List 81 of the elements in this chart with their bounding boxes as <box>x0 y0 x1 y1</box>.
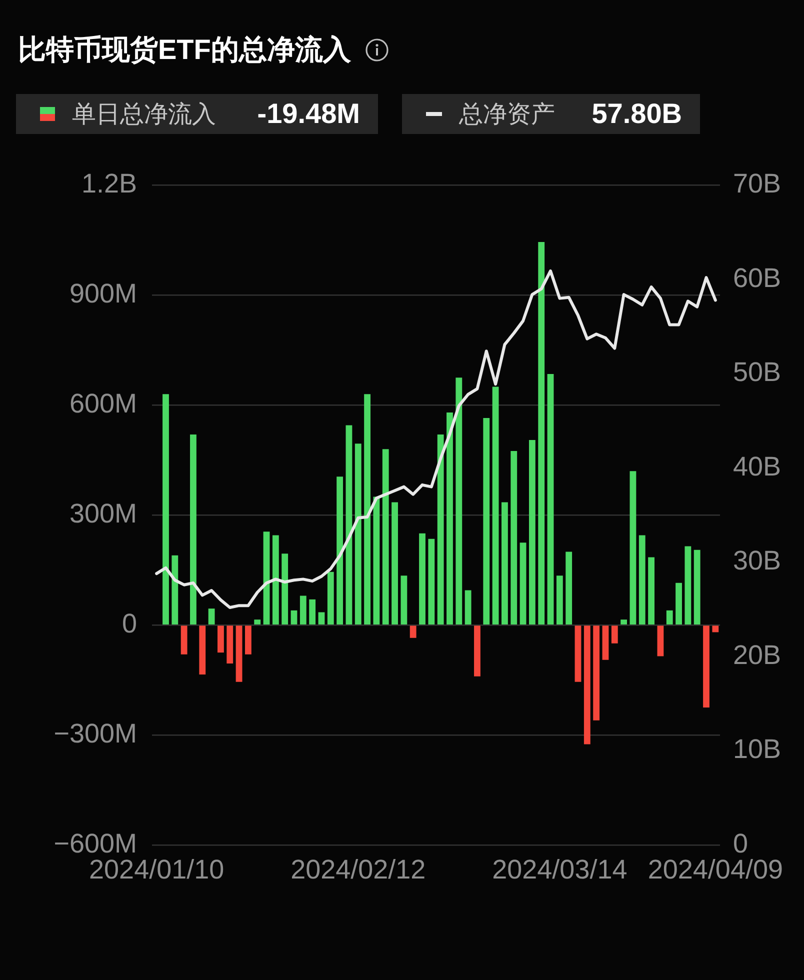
bar <box>620 620 628 624</box>
bar <box>336 476 344 624</box>
bar <box>244 626 252 654</box>
bar <box>236 626 242 682</box>
bar <box>602 626 609 660</box>
bar <box>657 626 664 656</box>
y2-tick-label: 10B <box>733 734 782 764</box>
bar <box>282 554 288 624</box>
bar <box>318 612 325 624</box>
bar <box>676 582 682 624</box>
y-tick-label: 600M <box>69 388 137 419</box>
y2-tick-label: 20B <box>733 640 782 670</box>
bar <box>566 552 572 624</box>
bar <box>611 626 618 644</box>
bar <box>400 576 408 624</box>
bar <box>474 626 480 676</box>
y2-tick-label: 30B <box>733 546 782 576</box>
bar <box>684 546 692 624</box>
bar <box>712 626 719 632</box>
bar <box>446 412 453 624</box>
bar <box>419 533 426 624</box>
bar <box>648 557 654 624</box>
y2-tick-label: 50B <box>733 357 782 388</box>
bar <box>584 626 590 744</box>
bar <box>638 535 646 624</box>
bar <box>520 542 526 624</box>
bar <box>556 576 563 624</box>
y-tick-label: 0 <box>122 608 137 639</box>
bar <box>666 610 673 624</box>
legend-label: 总净资产 <box>459 100 555 130</box>
bar <box>226 626 234 664</box>
bar <box>364 394 370 624</box>
bar <box>492 386 499 624</box>
bar <box>510 450 518 624</box>
y2-tick-label: 60B <box>733 262 782 293</box>
bar <box>172 555 178 624</box>
y-tick-label: 300M <box>69 498 137 529</box>
bar <box>502 502 508 624</box>
bar <box>528 440 536 624</box>
y2-tick-label: 70B <box>733 168 782 199</box>
text: -19.48M <box>257 98 360 130</box>
bar <box>410 626 416 638</box>
bar <box>354 444 362 624</box>
bar <box>483 418 490 624</box>
bar <box>290 610 298 624</box>
y-tick-label: −300M <box>54 718 137 748</box>
bar <box>327 572 334 624</box>
bar <box>199 626 206 675</box>
bar <box>547 374 554 624</box>
bar <box>190 434 196 624</box>
legend-label: 单日总净流入 <box>72 100 216 130</box>
bar <box>703 626 710 708</box>
x-tick-label: 2024/02/12 <box>290 854 426 885</box>
bar <box>437 434 444 624</box>
bar <box>630 471 636 624</box>
bar <box>208 608 215 624</box>
bar <box>428 538 435 624</box>
chart-title: 比特币现货ETF的总净流入 <box>18 33 351 67</box>
bar <box>464 590 472 624</box>
bar <box>346 425 352 624</box>
x-tick-label: 2024/03/14 <box>492 854 628 885</box>
bar <box>382 449 389 624</box>
bar <box>162 394 169 624</box>
bar <box>218 626 224 653</box>
bar <box>180 626 188 654</box>
y-tick-label: 1.2B <box>81 168 137 199</box>
bar <box>263 532 270 624</box>
bar <box>593 626 600 720</box>
bar <box>392 502 398 624</box>
bar <box>538 242 545 624</box>
bar <box>309 599 316 624</box>
y2-tick-label: 40B <box>733 451 782 482</box>
bar <box>300 596 306 624</box>
bar <box>694 550 700 624</box>
bar <box>456 378 462 624</box>
y-tick-label: 900M <box>69 278 137 309</box>
bar <box>272 535 279 624</box>
bar <box>254 620 261 624</box>
bar <box>574 626 582 682</box>
text: 57.80B <box>592 98 682 130</box>
bar <box>373 496 380 624</box>
